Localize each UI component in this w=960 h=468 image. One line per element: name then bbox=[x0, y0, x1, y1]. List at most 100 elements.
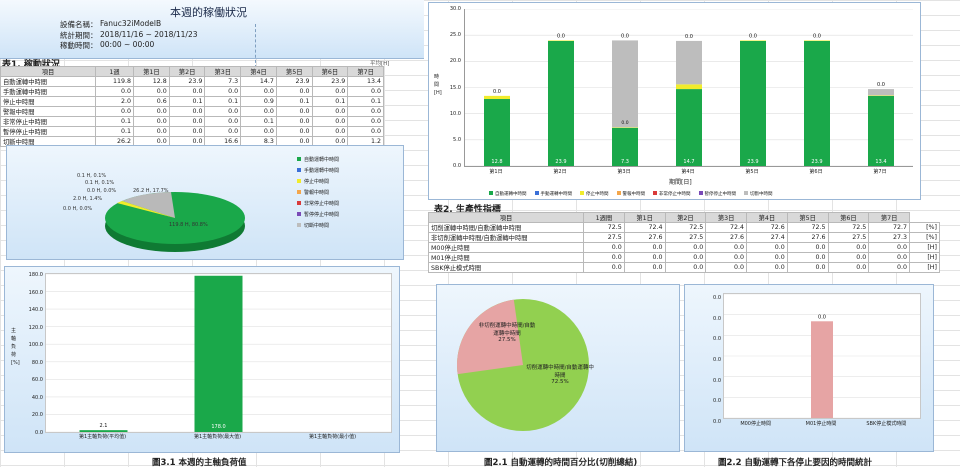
table-cell: 23.9 bbox=[275, 76, 313, 87]
table-row: 自動運轉中時間 119.8 12.8 23.9 7.3 14.7 23.9 23.9 13.4 bbox=[0, 76, 384, 87]
runtime-value: 00:00 ~ 00:00 bbox=[100, 40, 155, 49]
table-cell: 0.0 bbox=[868, 242, 910, 253]
table-row: 停止中時間 2.0 0.6 0.1 0.1 0.9 0.1 0.1 0.1 bbox=[0, 96, 384, 107]
bar-value-label: 178.0 bbox=[211, 424, 225, 430]
table-cell: 0.1 bbox=[94, 126, 135, 137]
chart1-legend-item: 暫停停止中時間 bbox=[698, 191, 737, 197]
table-cell: 72.5 bbox=[664, 222, 707, 233]
table-cell: M00停止時間 bbox=[428, 242, 584, 253]
bar-自動運轉中時間 bbox=[612, 127, 638, 166]
table-cell: 0.0 bbox=[746, 262, 788, 273]
table-cell: [%] bbox=[909, 222, 940, 233]
table-cell: 0.0 bbox=[168, 116, 206, 127]
bar-top-label: 0.0 bbox=[493, 89, 501, 95]
pie1-legend-item: 暫停停止中時間 bbox=[297, 211, 339, 222]
table-cell: 0.0 bbox=[204, 126, 242, 137]
y-tick-label: 0.0 bbox=[713, 336, 721, 343]
table-cell: 72.5 bbox=[583, 222, 625, 233]
table-cell: 0.0 bbox=[664, 252, 707, 263]
chart1-svg: 0.0 12.8 0.0 23.9 0.0 7.3 0.0 14.7 0.0 23.9 0.0 23.… bbox=[465, 8, 913, 167]
legend-label: 自動運轉中時間 bbox=[304, 157, 340, 163]
pie1-label-d: 2.0 H, 1.4% bbox=[73, 196, 103, 202]
pie1-label-b: 0.1 H, 0.1% bbox=[85, 180, 115, 186]
legend-label: 暫停停止中時間 bbox=[704, 192, 737, 197]
table-cell: 0.0 bbox=[275, 126, 313, 137]
pie1-legend-item: 自動運轉中時間 bbox=[297, 156, 339, 167]
table-cell: 12.8 bbox=[133, 76, 170, 87]
y-axis-label-char: 間 bbox=[434, 82, 440, 88]
table-cell: 0.0 bbox=[827, 242, 870, 253]
table-cell: 0.0 bbox=[664, 262, 707, 273]
table-cell: 0.0 bbox=[311, 126, 349, 137]
table-row: 切削運轉中時間/自動運轉中時間 72.5 72.4 72.5 72.4 72.6 72.5 7… bbox=[428, 222, 940, 233]
y-tick-label: 0.0 bbox=[35, 430, 43, 436]
x-tick-label: 第7日 bbox=[873, 169, 887, 175]
table-cell: 0.0 bbox=[204, 86, 242, 97]
chart1-legend-item: 停止中時間 bbox=[580, 191, 609, 197]
table-header-6: 第5日 bbox=[275, 66, 313, 77]
table-cell: 0.1 bbox=[204, 96, 242, 107]
y-tick-label: 15.0 bbox=[449, 84, 461, 91]
table-cell: 0.0 bbox=[705, 262, 747, 273]
table-cell: 0.0 bbox=[204, 106, 242, 117]
y-tick-label: 60.0 bbox=[31, 377, 43, 384]
table-header-6: 第5日 bbox=[786, 212, 829, 223]
chart21-label-cut: 切削運轉中時間/自動運轉中時間 72.5% bbox=[526, 365, 594, 385]
table-cell: 0.0 bbox=[583, 242, 625, 253]
legend-swatch bbox=[297, 212, 301, 216]
stop-bar-m01 bbox=[811, 321, 833, 418]
table-cell: 0.0 bbox=[746, 252, 788, 263]
bar-top-label: 0.0 bbox=[557, 33, 565, 39]
pie1-label-auto: 119.8 H, 80.8% bbox=[169, 222, 208, 228]
table-cell: 72.5 bbox=[827, 222, 870, 233]
table2-title: 表2. 生產性指標 bbox=[434, 205, 501, 215]
table-cell: 0.0 bbox=[240, 86, 277, 97]
legend-label: 非常停止中時間 bbox=[304, 201, 340, 207]
legend-label: 切斷中時間 bbox=[304, 223, 330, 229]
table-row: 警報中時間 0.0 0.0 0.0 0.0 0.0 0.0 0.0 0.0 bbox=[0, 106, 384, 117]
table-cell: 非切削運轉中時間/自動運轉中時間 bbox=[428, 232, 584, 243]
pie1-legend-item: 非常停止中時間 bbox=[297, 200, 339, 211]
y-tick-label: 10.0 bbox=[449, 110, 461, 117]
spindle-bar bbox=[79, 430, 128, 432]
table-cell: 0.0 bbox=[311, 116, 349, 127]
table-cell: 72.6 bbox=[746, 222, 788, 233]
bar-停止中時間 bbox=[548, 40, 574, 41]
y-tick-label: 40.0 bbox=[31, 394, 43, 401]
y-tick-label: 0.0 bbox=[713, 295, 721, 301]
bar-停止中時間 bbox=[612, 127, 638, 128]
table-header-0: 項目 bbox=[428, 212, 584, 223]
chart22-caption: 圖2.2 自動運轉下各停止要因的時間統計 bbox=[718, 458, 873, 468]
x-tick-label: 第1主軸負荷(平均值) bbox=[78, 434, 127, 440]
table-cell: 27.6 bbox=[623, 232, 666, 243]
bar-自動運轉中時間 bbox=[804, 40, 830, 166]
chart1-plot: 0.0 12.8 0.0 23.9 0.0 7.3 0.0 14.7 0.0 23.9 0.0 23.… bbox=[464, 8, 913, 167]
chart3-ylabel: 主軸負荷 [%] bbox=[11, 327, 20, 367]
pie1-legend: 自動運轉中時間 手動運轉中時間 停止中時間 警報中時間 非常停止中時間 暫停停止中時間 切斷… bbox=[297, 156, 339, 233]
spindle-bar bbox=[194, 275, 243, 432]
table-row: 非切削運轉中時間/自動運轉中時間 27.5 27.6 27.5 27.6 27.4 27.6… bbox=[428, 232, 940, 243]
bar-切斷中時間 bbox=[868, 89, 894, 96]
runtime-label: 稼動時間： bbox=[60, 41, 98, 50]
device-name: Fanuc32iModelB bbox=[100, 19, 162, 28]
chart3-panel: 2.1 178.0 180.0 160.0 140.0 120.0 100.0 80.0 60… bbox=[4, 266, 400, 453]
table-header-0: 項目 bbox=[0, 66, 96, 77]
table-cell: 0.0 bbox=[347, 126, 384, 137]
chart1-legend-item: 警報中時間 bbox=[616, 191, 646, 197]
table-cell: 自動運轉中時間 bbox=[0, 76, 96, 87]
y-axis-label-char: 荷 bbox=[11, 352, 17, 358]
x-tick-label: 第3日 bbox=[617, 169, 631, 175]
legend-swatch bbox=[297, 201, 301, 205]
chart21-label-noncut: 非切削運轉中時間/自動運轉中時間 27.5% bbox=[478, 323, 536, 343]
y-axis-label-char: 時 bbox=[434, 74, 440, 80]
table-cell: 0.0 bbox=[827, 252, 870, 263]
pie1-slice-cut bbox=[122, 192, 175, 218]
legend-label: 警報中時間 bbox=[622, 192, 646, 197]
pie1-legend-item: 停止中時間 bbox=[297, 178, 339, 189]
table1-avg-unit: 平均[H] bbox=[370, 61, 390, 67]
bar-自動運轉中時間 bbox=[484, 99, 510, 166]
table-cell: 0.0 bbox=[240, 106, 277, 117]
y-tick-label: 0.0 bbox=[713, 398, 721, 405]
bar-value-label: 23.9 bbox=[811, 159, 822, 165]
table-cell: [%] bbox=[909, 232, 940, 243]
